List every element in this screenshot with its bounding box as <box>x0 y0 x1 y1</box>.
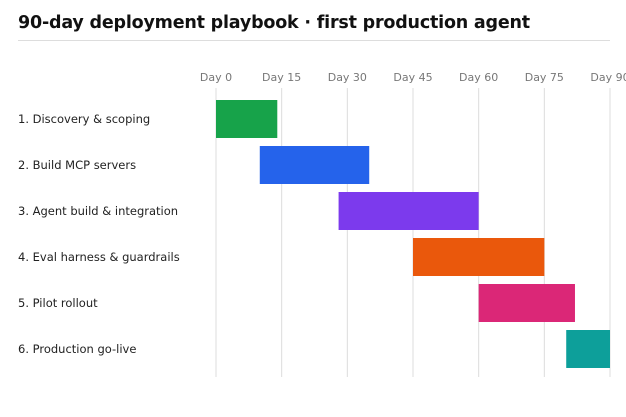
task-label: 2. Build MCP servers <box>18 158 136 172</box>
task-bar <box>259 146 370 184</box>
task-bars <box>216 100 610 368</box>
x-tick-label: Day 45 <box>393 71 432 84</box>
task-label: 5. Pilot rollout <box>18 296 98 310</box>
task-label: 6. Production go-live <box>18 342 136 356</box>
x-tick-label: Day 15 <box>262 71 301 84</box>
chart-title: 90-day deployment playbook · first produ… <box>18 13 530 33</box>
task-label: 3. Agent build & integration <box>18 204 178 218</box>
task-bar <box>216 100 278 138</box>
x-tick-label: Day 0 <box>200 71 232 84</box>
x-tick-label: Day 60 <box>459 71 498 84</box>
x-tick-label: Day 30 <box>328 71 367 84</box>
task-bar <box>413 238 545 276</box>
x-axis-ticks: Day 0 Day 15 Day 30 Day 45 Day 60 Day 75 Day 9… <box>200 71 626 84</box>
task-bar <box>338 192 479 230</box>
task-bar <box>566 330 610 368</box>
task-bar <box>478 284 575 322</box>
x-tick-label: Day 90 <box>590 71 626 84</box>
task-labels: 1. Discovery & scoping 2. Build MCP serve… <box>18 112 180 356</box>
x-tick-label: Day 75 <box>525 71 564 84</box>
task-label: 1. Discovery & scoping <box>18 112 150 126</box>
title-divider <box>18 40 610 41</box>
task-label: 4. Eval harness & guardrails <box>18 250 180 264</box>
